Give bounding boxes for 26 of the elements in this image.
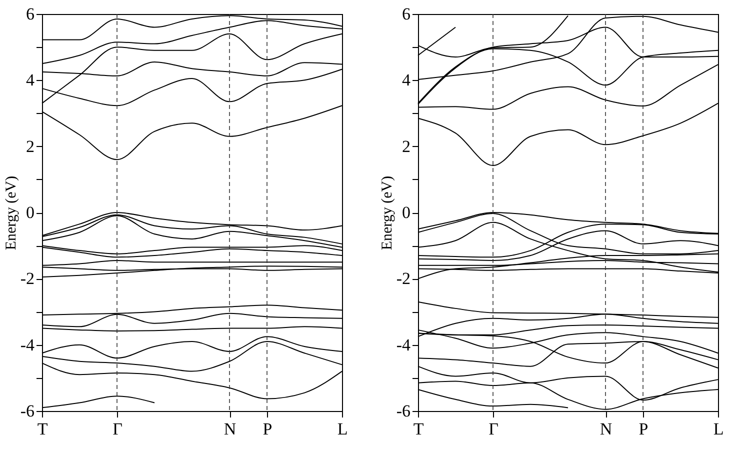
x-tick-label: L bbox=[337, 420, 348, 438]
x-tick-label: P bbox=[262, 420, 272, 438]
x-tick-label: P bbox=[638, 420, 648, 438]
y-tick-label: -2 bbox=[396, 269, 410, 288]
y-tick-label: 6 bbox=[26, 4, 34, 24]
y-tick-label: 0 bbox=[26, 203, 34, 222]
y-tick-label: 6 bbox=[402, 4, 410, 24]
x-tick-label: N bbox=[224, 420, 236, 438]
x-tick-label: N bbox=[600, 420, 612, 438]
y-tick-label: -4 bbox=[20, 335, 35, 354]
x-tick-label: L bbox=[713, 420, 724, 438]
y-tick-label: 2 bbox=[26, 136, 34, 156]
y-axis-title: Energy (eV) bbox=[3, 176, 20, 250]
y-tick-label: 4 bbox=[26, 70, 35, 90]
y-axis-title: Energy (eV) bbox=[379, 176, 396, 250]
y-tick-label: -6 bbox=[396, 402, 410, 420]
x-tick-label: T bbox=[413, 420, 424, 438]
y-tick-label: 0 bbox=[402, 203, 410, 222]
y-tick-label: -2 bbox=[20, 269, 34, 288]
x-tick-label: T bbox=[37, 420, 48, 438]
y-tick-label: -6 bbox=[20, 402, 34, 420]
y-tick-label: -4 bbox=[396, 335, 411, 354]
x-tick-label: Γ bbox=[112, 420, 123, 438]
y-tick-label: 4 bbox=[402, 70, 411, 90]
x-tick-label: Γ bbox=[488, 420, 499, 438]
y-tick-label: 2 bbox=[402, 136, 410, 156]
